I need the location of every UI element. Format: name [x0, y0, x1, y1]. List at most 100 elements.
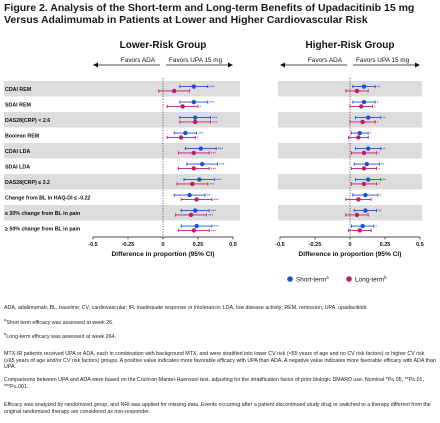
long-term-point [356, 135, 361, 140]
favors-ada-label: Favors ADA [121, 57, 156, 64]
long-term-significance: * [200, 104, 202, 109]
forest-panel-higher-risk: Higher-Risk Group Favors ADA Favors UPA 15… [275, 40, 424, 258]
x-axis-title: Difference in proportion (95% CI) [112, 251, 215, 258]
short-term-significance: ** [378, 209, 382, 214]
footnote-abbreviations: ADA, adalimumab; BL, baseline; CV, cardi… [4, 305, 368, 311]
legend-short-label: Short-terma [296, 275, 329, 284]
long-term-point [356, 197, 361, 202]
short-term-point [366, 177, 371, 182]
long-term-point [361, 166, 367, 171]
short-term-significance: * [377, 100, 379, 105]
legend: Short-terma Long-termb [287, 275, 387, 284]
short-term-point [193, 208, 198, 213]
long-term-significance: * [377, 120, 379, 125]
long-term-significance: * [197, 135, 199, 140]
outcome-label: ≥ 50% change from BL in pain [5, 226, 80, 232]
long-term-point [359, 104, 364, 109]
short-term-significance: ** [381, 162, 385, 167]
outcome-label: ≥ 30% change from BL in pain [5, 211, 80, 217]
footnote-b-sup: b [4, 331, 7, 337]
footnote-a: aShort term efficacy was assessed at wee… [4, 317, 436, 327]
panel-title: Higher-Risk Group [306, 40, 395, 51]
row-stripe [278, 174, 422, 190]
short-term-point [363, 208, 368, 213]
long-term-point [354, 212, 360, 218]
short-term-significance: *** [216, 178, 222, 183]
long-term-point [190, 181, 195, 187]
short-term-point [191, 99, 196, 105]
long-term-significance: *** [211, 166, 217, 171]
footnote-a-sup: a [4, 317, 7, 323]
long-term-point [361, 150, 367, 156]
long-term-significance: *** [212, 120, 218, 125]
long-term-point [361, 181, 367, 187]
x-tick-label: 0 [348, 242, 351, 248]
footnote-mtx: MTX-IR patients received UPA or ADA, eac… [4, 351, 436, 371]
long-term-point [179, 135, 184, 140]
row-stripe [278, 205, 422, 221]
legend-short-marker [287, 276, 293, 282]
x-tick-label: -0.5 [88, 242, 97, 248]
outcome-label: DAS28(CRP) < 2.6 [5, 118, 50, 124]
long-term-point [354, 88, 360, 94]
x-tick-label: 0.5 [416, 242, 424, 248]
row-stripe [4, 174, 240, 190]
x-tick-label: 0.25 [193, 242, 204, 248]
short-term-point [363, 192, 368, 198]
short-term-point [198, 146, 203, 151]
favors-ada-arrowhead [93, 62, 98, 68]
short-term-point [366, 115, 371, 120]
short-term-point [183, 130, 188, 136]
short-term-significance: ** [382, 147, 386, 152]
favors-upa-arrowhead [415, 62, 420, 68]
short-term-significance: * [375, 224, 377, 229]
favors-upa-arrowhead [228, 62, 233, 68]
short-term-significance: ** [207, 193, 211, 198]
short-term-point [193, 115, 198, 120]
short-term-significance: *** [209, 85, 215, 90]
footnote-efficacy: Efficacy was analyzed by randomized grou… [4, 402, 431, 415]
long-term-significance: *** [214, 197, 220, 202]
short-term-point [361, 99, 367, 105]
favors-ada-label: Favors ADA [308, 57, 343, 64]
long-term-point [191, 166, 196, 171]
short-term-significance: *** [214, 224, 220, 229]
short-term-significance: ** [377, 85, 381, 90]
long-term-point [194, 197, 199, 202]
legend-long-label: Long-termb [355, 275, 387, 284]
forest-panel-lower-risk: Lower-Risk Group Favors ADA Favors UPA 15 … [4, 40, 240, 258]
row-stripe [4, 112, 240, 128]
x-tick-label: -0.25 [309, 242, 322, 248]
short-term-significance: *** [209, 100, 215, 105]
outcome-label: DAS28(CRP) ≤ 3.2 [5, 180, 50, 186]
long-term-significance: *** [208, 213, 214, 218]
long-term-point [191, 150, 196, 156]
row-stripe [4, 143, 240, 159]
long-term-point [180, 104, 185, 109]
short-term-point [364, 161, 369, 167]
footnote-b-text: Long-term efficacy was assessed at week … [6, 334, 116, 340]
short-term-point [366, 146, 371, 151]
short-term-point [200, 161, 205, 167]
footnote-a-text: Short term efficacy was assessed at week… [6, 320, 114, 326]
favors-upa-label: Favors UPA 15 mg [356, 57, 410, 64]
long-term-significance: * [378, 182, 380, 187]
x-tick-label: 0.25 [380, 242, 391, 248]
long-term-significance: * [378, 166, 380, 171]
long-term-point [191, 228, 196, 233]
short-term-point [187, 192, 192, 198]
short-term-significance: * [370, 131, 372, 136]
figure-title: Figure 2. Analysis of the Short-term and… [4, 2, 415, 26]
short-term-significance: ** [382, 178, 386, 183]
long-term-point [357, 228, 362, 233]
long-term-significance: * [378, 151, 380, 156]
x-tick-label: 0 [161, 242, 164, 248]
long-term-significance: * [374, 104, 376, 109]
short-term-significance: *** [198, 131, 204, 136]
outcome-label: CDAI REM [5, 87, 32, 93]
outcome-label: Boolean REM [5, 133, 40, 139]
outcome-label: Change from BL in HAQ-DI ≤ -0.22 [5, 195, 91, 201]
short-term-point [361, 84, 367, 89]
row-stripe [4, 81, 240, 97]
x-tick-label: 0.5 [229, 242, 237, 248]
